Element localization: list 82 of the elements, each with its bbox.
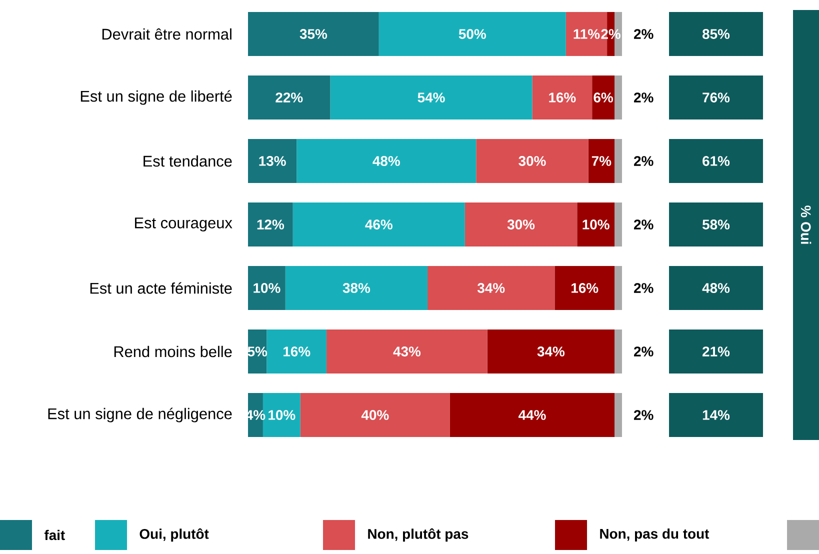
- data-label: 13%: [259, 156, 286, 166]
- data-label: 2%: [634, 346, 654, 356]
- text: 58%: [702, 220, 730, 230]
- bar: [532, 76, 592, 120]
- bar: [614, 139, 622, 184]
- data-label: 22%: [276, 92, 303, 102]
- text: 14%: [702, 410, 730, 420]
- bar: [464, 202, 578, 247]
- data-label: 10%: [582, 220, 610, 230]
- legend-label: Non, pas du tout: [600, 528, 710, 542]
- bar: [614, 76, 622, 120]
- data-label: 2%: [634, 220, 654, 230]
- legend-label: Oui, plutôt: [140, 528, 209, 542]
- data-label: 38%: [342, 283, 370, 293]
- text: 61%: [702, 156, 730, 166]
- bar: [378, 12, 566, 56]
- data-label: 46%: [365, 220, 392, 230]
- bar: [292, 202, 465, 247]
- data-label: 30%: [518, 156, 546, 166]
- data-label: 54%: [418, 92, 445, 102]
- data-label: 11%: [574, 29, 600, 39]
- legend-label: fait: [44, 530, 65, 540]
- data-label: 34%: [537, 346, 565, 356]
- text: 76%: [702, 92, 730, 102]
- y-tick-label: Devrait être normal: [102, 28, 232, 40]
- data-label: 2%: [634, 283, 654, 293]
- data-label: 2%: [601, 29, 620, 39]
- bar: [248, 139, 297, 184]
- data-label: 44%: [518, 410, 546, 420]
- data-label: 43%: [393, 346, 421, 356]
- data-label: 35%: [300, 29, 328, 39]
- data-label: 12%: [257, 220, 284, 230]
- data-label: 10%: [268, 410, 296, 420]
- y-tick-label: Est courageux: [135, 218, 232, 232]
- text: 48%: [702, 283, 730, 293]
- y-tick-label: Rend moins belle: [114, 346, 232, 358]
- bar: [248, 12, 379, 56]
- data-label: 10%: [254, 283, 280, 293]
- data-label: 48%: [372, 156, 400, 166]
- bar: [248, 266, 286, 310]
- bar: [296, 139, 476, 184]
- data-label: 16%: [549, 92, 576, 102]
- bar: [554, 266, 615, 310]
- data-label: 34%: [477, 283, 505, 293]
- bar: [330, 76, 532, 120]
- data-label: 6%: [594, 92, 614, 102]
- bar: [326, 330, 488, 374]
- bar: [300, 393, 450, 438]
- data-label: 2%: [634, 410, 654, 420]
- bar: [476, 139, 588, 184]
- bar: [614, 202, 622, 247]
- data-label: 7%: [592, 156, 612, 166]
- bar: [248, 202, 293, 247]
- bar: [428, 266, 555, 310]
- data-label: 30%: [507, 220, 535, 230]
- data-label: 50%: [458, 29, 486, 39]
- data-label: 2%: [634, 92, 654, 102]
- bar: [614, 266, 622, 310]
- bar: [592, 76, 615, 120]
- bar: [577, 202, 615, 247]
- bar: [614, 393, 622, 438]
- bar: [614, 330, 622, 374]
- data-label: 16%: [284, 346, 310, 356]
- y-tick-label: Est un acte féministe: [90, 282, 232, 294]
- data-label: 2%: [634, 156, 654, 166]
- data-label: 2%: [634, 29, 654, 39]
- bar: [266, 330, 327, 374]
- y-tick-label: Est un signe de liberté: [80, 90, 232, 105]
- data-label: 40%: [361, 410, 389, 420]
- y-tick-label: Est tendance: [144, 155, 232, 167]
- text: 21%: [702, 346, 730, 356]
- text: 85%: [702, 29, 730, 39]
- text: % Oui: [800, 206, 812, 244]
- data-label: 16%: [572, 283, 598, 293]
- y-tick-label: Est un signe de négligence: [48, 408, 232, 422]
- bar: [588, 139, 615, 184]
- bar: [248, 76, 330, 120]
- bar: [450, 393, 615, 438]
- bar: [285, 266, 428, 310]
- legend-label: Non, plutôt pas: [368, 528, 468, 542]
- bar: [487, 330, 615, 374]
- data-label: 5%: [248, 346, 268, 356]
